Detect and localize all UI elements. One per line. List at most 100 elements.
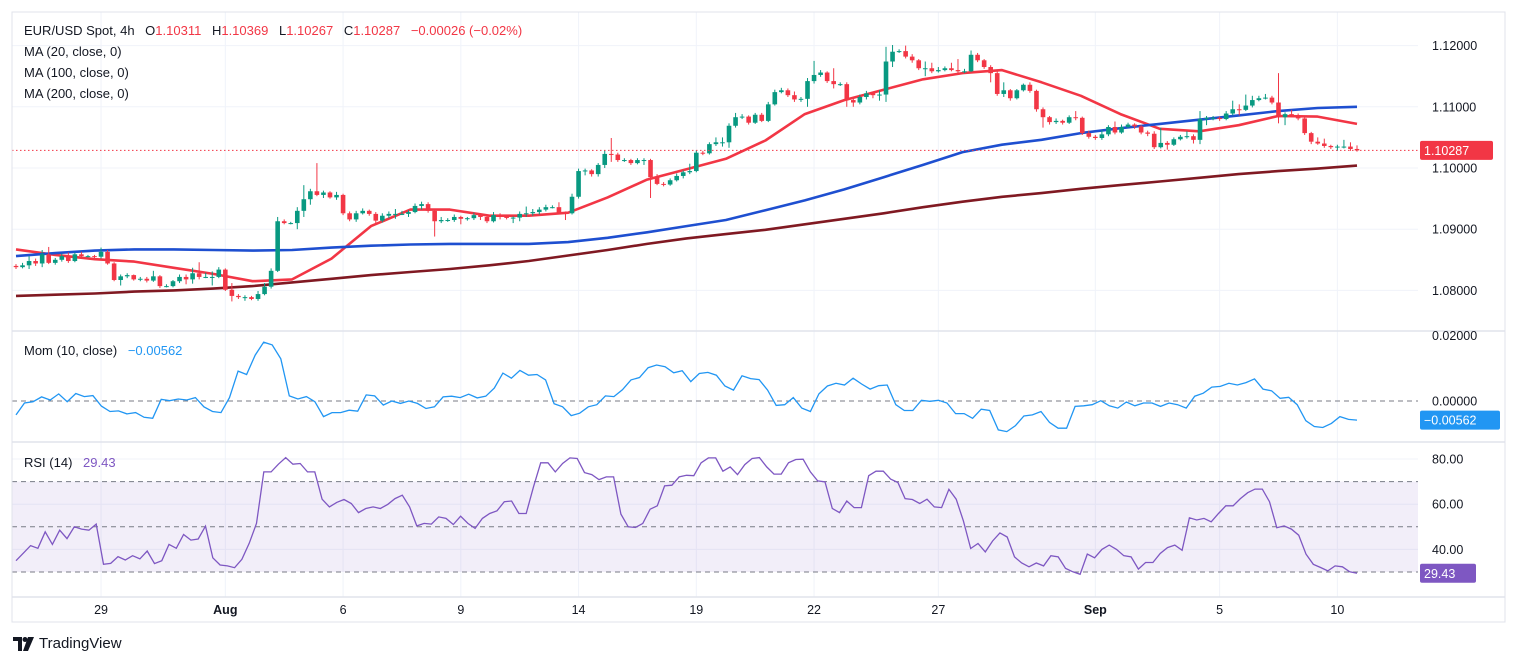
momentum-legend-label: Mom (10, close) <box>24 343 118 358</box>
candle-up <box>471 215 477 219</box>
ma20-line <box>15 68 1358 283</box>
candle-down <box>281 221 287 224</box>
high-value: 1.10369 <box>221 23 269 38</box>
candle-down <box>340 194 346 214</box>
moving-averages <box>15 68 1358 298</box>
candle-up <box>321 192 326 195</box>
candle-up <box>190 273 195 280</box>
ma100-legend[interactable]: MA (100, close, 0) <box>24 65 129 80</box>
candle-up <box>883 61 889 95</box>
candle-down <box>1073 117 1079 119</box>
candle-down <box>628 160 634 164</box>
time-axis-label: 27 <box>931 603 945 617</box>
momentum-value-tag-bg <box>1420 410 1500 430</box>
ma100-line <box>15 105 1358 258</box>
candle-down <box>425 204 431 211</box>
candle-up <box>1021 84 1026 91</box>
tradingview-logo-icon <box>13 636 34 651</box>
candle-down <box>824 72 830 82</box>
candle-up <box>124 275 130 277</box>
candle-up <box>85 256 91 258</box>
symbol-title[interactable]: EUR/USD Spot, 4h <box>24 23 135 38</box>
ma200-legend[interactable]: MA (200, close, 0) <box>24 86 129 101</box>
candle-down <box>1302 118 1307 134</box>
time-axis-label: 14 <box>572 603 586 617</box>
candle-up <box>1263 97 1268 99</box>
candle-up <box>942 68 948 71</box>
candle-up <box>380 215 385 221</box>
candle-up <box>445 220 451 222</box>
candle-down <box>92 256 97 258</box>
rsi-value-tag: 29.43 <box>1424 567 1455 581</box>
candle-down <box>478 215 483 217</box>
open-label: O <box>145 23 156 38</box>
candle-down <box>46 254 52 263</box>
candle-up <box>674 175 679 181</box>
candle-up <box>1210 117 1216 119</box>
tradingview-logo-text: TradingView <box>39 635 122 652</box>
tradingview-logo[interactable]: TradingView <box>13 635 122 652</box>
ma200-line <box>15 164 1358 298</box>
candle-down <box>589 170 594 175</box>
momentum-value-tag: −0.00562 <box>1424 414 1477 428</box>
ma20-legend[interactable]: MA (20, close, 0) <box>24 44 122 59</box>
candle-up <box>1184 136 1190 138</box>
candle-down <box>1308 133 1314 142</box>
candle-up <box>530 212 536 214</box>
candle-down <box>432 210 437 222</box>
time-axis-label: Aug <box>213 603 237 617</box>
candle-up <box>255 294 261 299</box>
candle-up <box>510 217 516 219</box>
price-axis-label: 1.10000 <box>1432 162 1477 176</box>
candle-up <box>1158 142 1164 148</box>
candle-down <box>563 212 568 214</box>
candle-down <box>196 273 202 277</box>
candle-down <box>556 207 562 213</box>
candle-up <box>301 199 307 211</box>
candle-up <box>294 210 300 224</box>
time-axis-label: Sep <box>1084 603 1107 617</box>
change-value: −0.00026 (−0.02%) <box>410 23 523 38</box>
candle-up <box>438 220 444 222</box>
candle-up <box>59 256 65 260</box>
candle-up <box>864 93 869 98</box>
candle-down <box>1236 109 1242 111</box>
price-axis-label: 1.09000 <box>1432 223 1477 237</box>
time-axis-label: 29 <box>94 603 108 617</box>
candle-up <box>641 160 647 162</box>
candle-down <box>785 90 791 96</box>
candle-up <box>72 254 78 262</box>
momentum-legend[interactable]: Mom (10, close) −0.00562 <box>24 343 182 359</box>
candle-down <box>648 160 653 178</box>
candle-up <box>622 160 627 162</box>
candle-up <box>726 125 732 143</box>
rsi-legend[interactable]: RSI (14) 29.43 <box>24 455 116 471</box>
candle-up <box>890 51 895 62</box>
candle-up <box>334 194 339 198</box>
candle-down <box>1151 133 1157 148</box>
candle-up <box>1256 98 1262 101</box>
candle-up <box>52 259 58 263</box>
candle-up <box>680 172 686 176</box>
candle-up <box>268 270 274 287</box>
candle-up <box>805 81 810 99</box>
candle-up <box>543 207 549 210</box>
candle-down <box>1027 84 1033 91</box>
candles <box>12 44 1418 302</box>
candle-up <box>1001 90 1007 94</box>
candle-up <box>602 153 608 165</box>
rsi-band <box>12 400 1418 573</box>
candle-up <box>177 276 182 282</box>
candle-down <box>366 210 372 214</box>
candle-down <box>131 275 137 280</box>
momentum-axis-label: 0.02000 <box>1432 329 1477 343</box>
candle-up <box>465 218 470 220</box>
high-label: H <box>211 23 222 38</box>
candle-up <box>393 213 398 215</box>
candle-down <box>183 276 189 280</box>
candle-down <box>1145 132 1150 134</box>
candle-up <box>1197 119 1203 140</box>
chart-border <box>11 11 1506 623</box>
candle-up <box>962 71 967 73</box>
